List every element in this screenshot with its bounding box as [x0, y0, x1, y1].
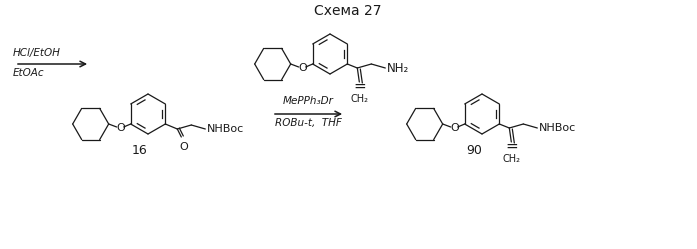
Text: EtOAc: EtOAc: [13, 68, 45, 78]
Text: O: O: [450, 123, 459, 133]
Text: =: =: [505, 138, 518, 153]
Text: NHBoc: NHBoc: [539, 123, 576, 133]
Text: 16: 16: [132, 144, 148, 157]
Text: =: =: [353, 78, 366, 94]
Text: 90: 90: [466, 144, 482, 157]
Text: HCl/EtOH: HCl/EtOH: [13, 48, 61, 58]
Text: CH₂: CH₂: [351, 94, 368, 104]
Text: O: O: [298, 63, 307, 73]
Text: O: O: [116, 123, 125, 133]
Text: MePPh₃Dr: MePPh₃Dr: [283, 96, 334, 106]
Text: Схема 27: Схема 27: [314, 4, 382, 18]
Text: NHBoc: NHBoc: [207, 124, 245, 134]
Text: CH₂: CH₂: [503, 154, 521, 164]
Text: O: O: [179, 142, 187, 152]
Text: NH₂: NH₂: [388, 62, 410, 74]
Text: ROBu-t,  THF: ROBu-t, THF: [275, 118, 342, 128]
